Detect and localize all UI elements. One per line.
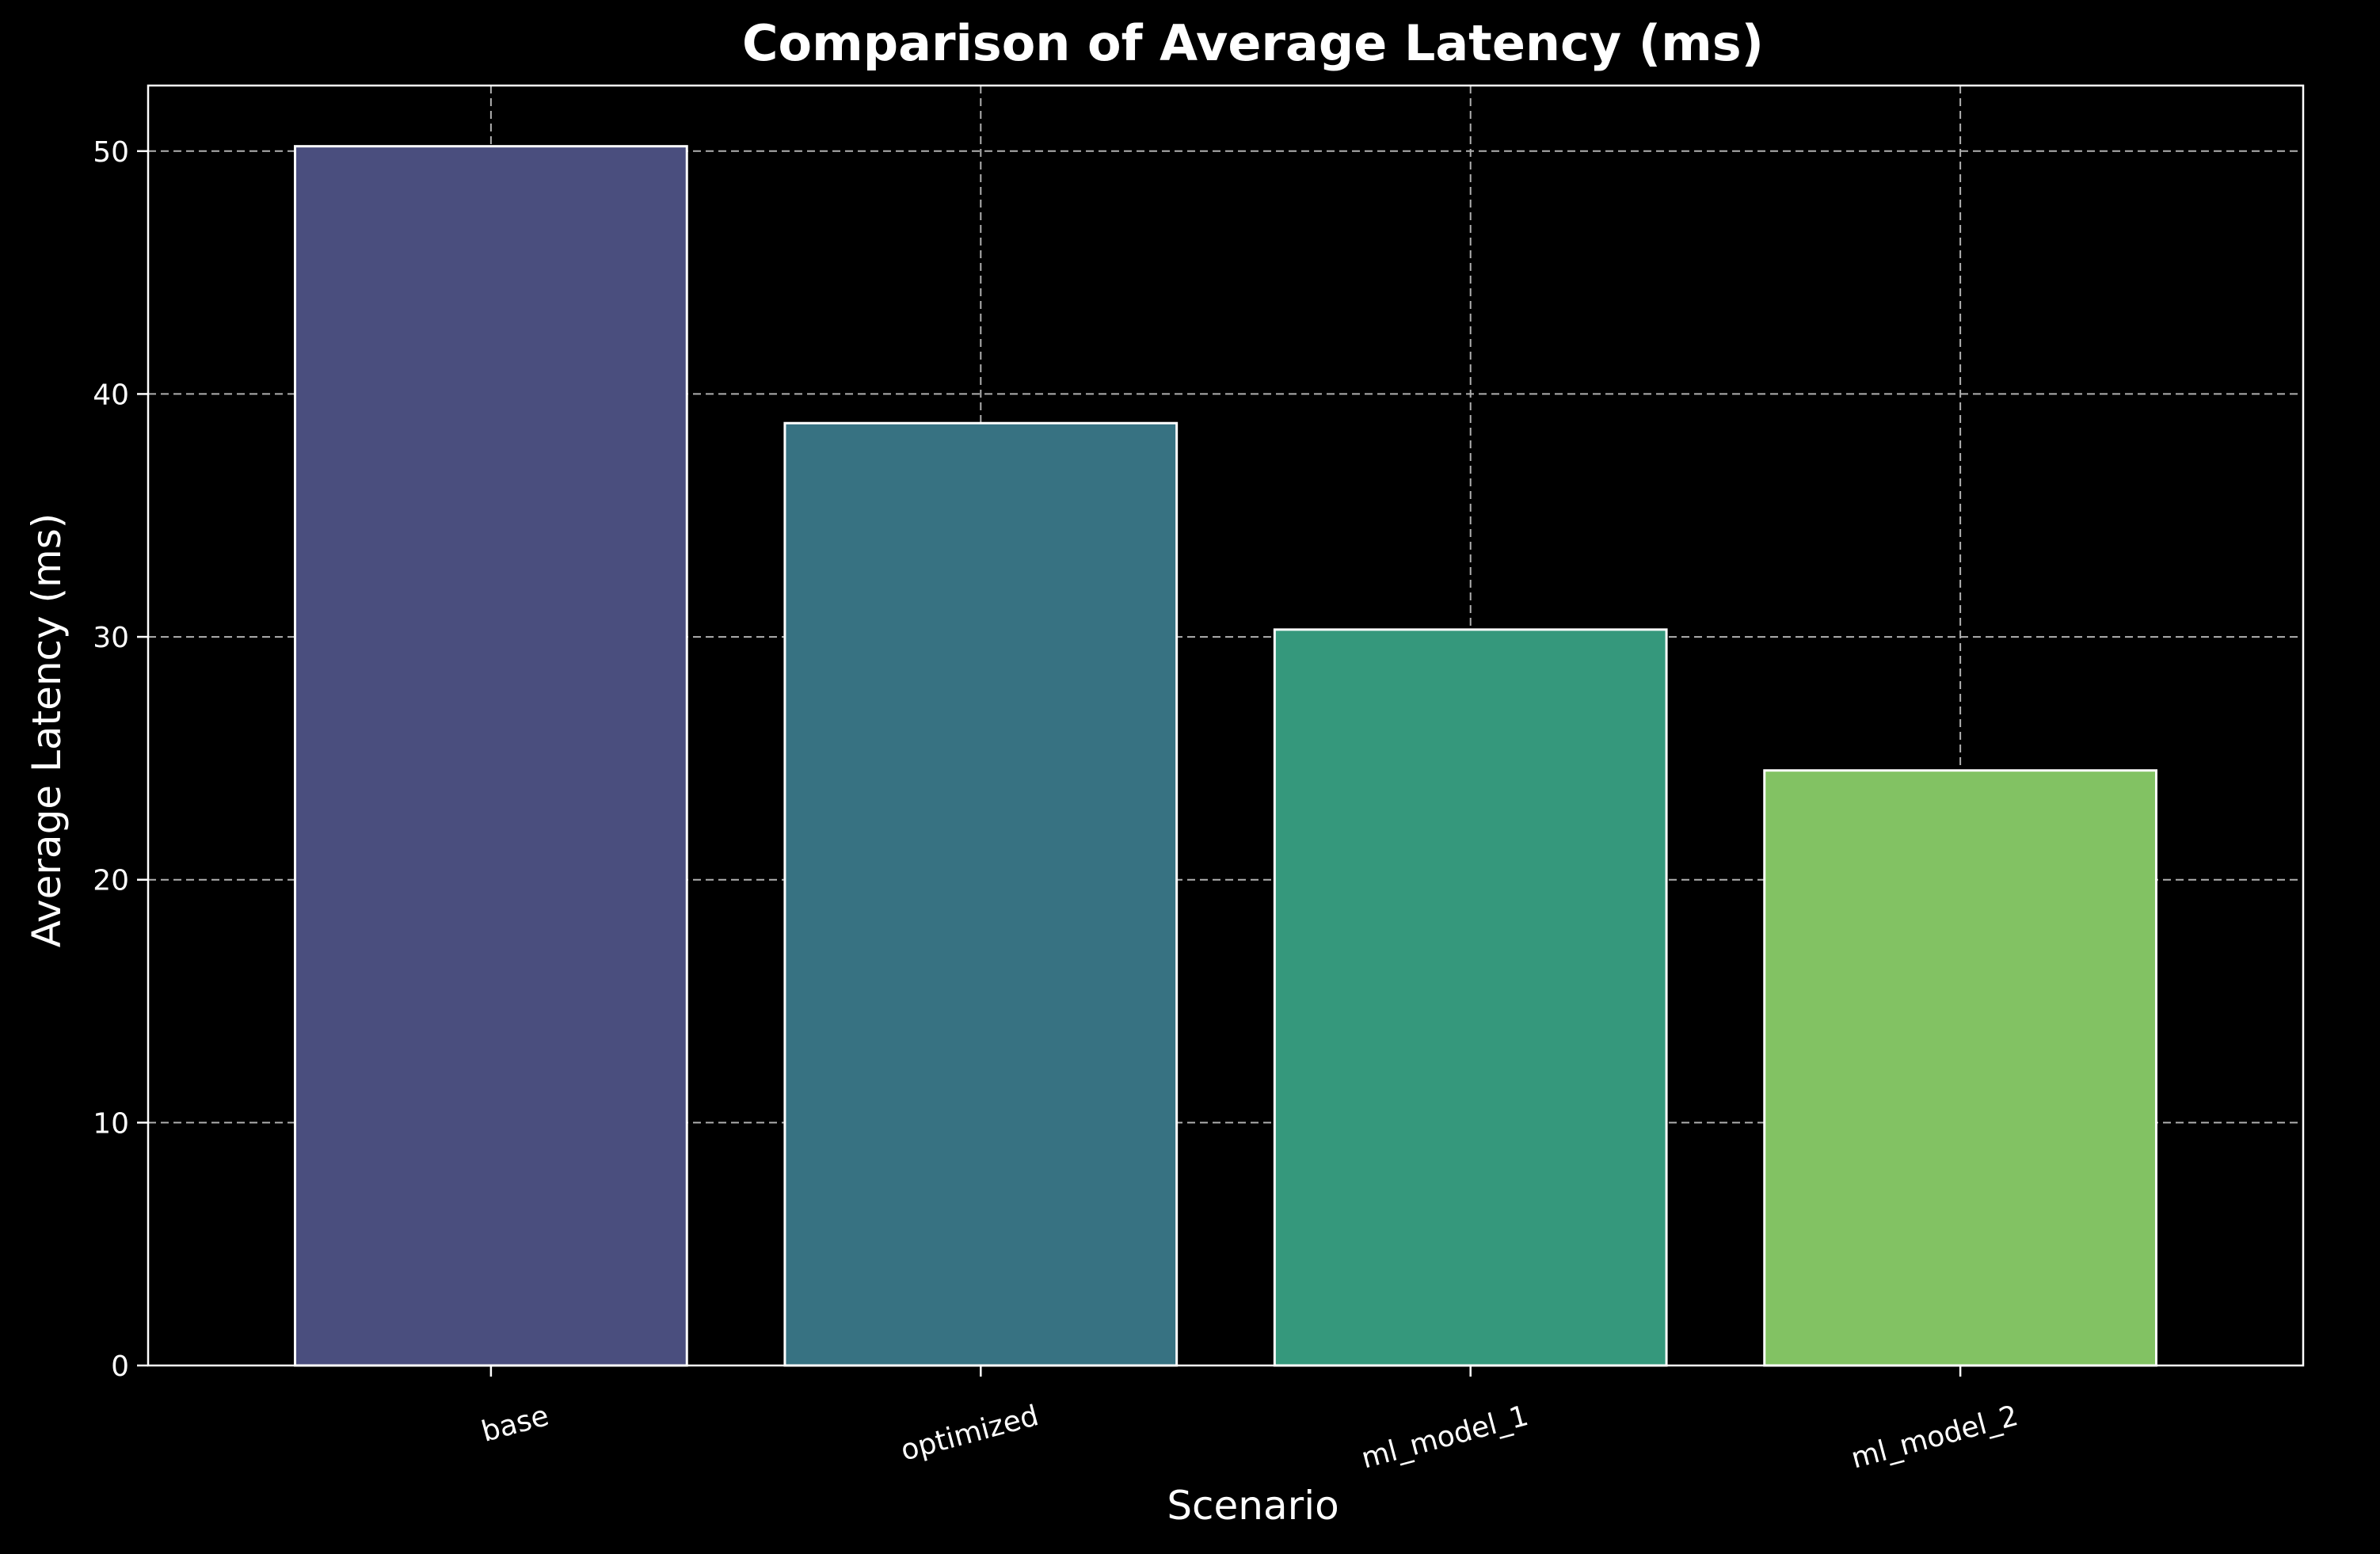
- y-axis: 0 10 20 30 40 50: [93, 136, 148, 1383]
- bars: [294, 145, 2157, 1367]
- y-axis-label: Average Latency (ms): [24, 513, 70, 948]
- y-tick-label: 20: [93, 865, 129, 897]
- chart-title: Comparison of Average Latency (ms): [742, 14, 1764, 72]
- y-tick-label: 30: [93, 622, 129, 654]
- bar-ml-model-1: [1273, 628, 1668, 1367]
- bar-optimized: [783, 421, 1179, 1367]
- y-tick-label: 50: [93, 136, 129, 169]
- bar-base: [294, 145, 688, 1367]
- y-tick-label: 40: [93, 379, 129, 411]
- y-tick-label: 10: [93, 1107, 129, 1140]
- x-axis-label: Scenario: [1167, 1483, 1339, 1529]
- bar-ml-model-2: [1763, 769, 2157, 1367]
- y-tick-label: 0: [111, 1350, 129, 1383]
- plot-area-frame: [147, 84, 2305, 1367]
